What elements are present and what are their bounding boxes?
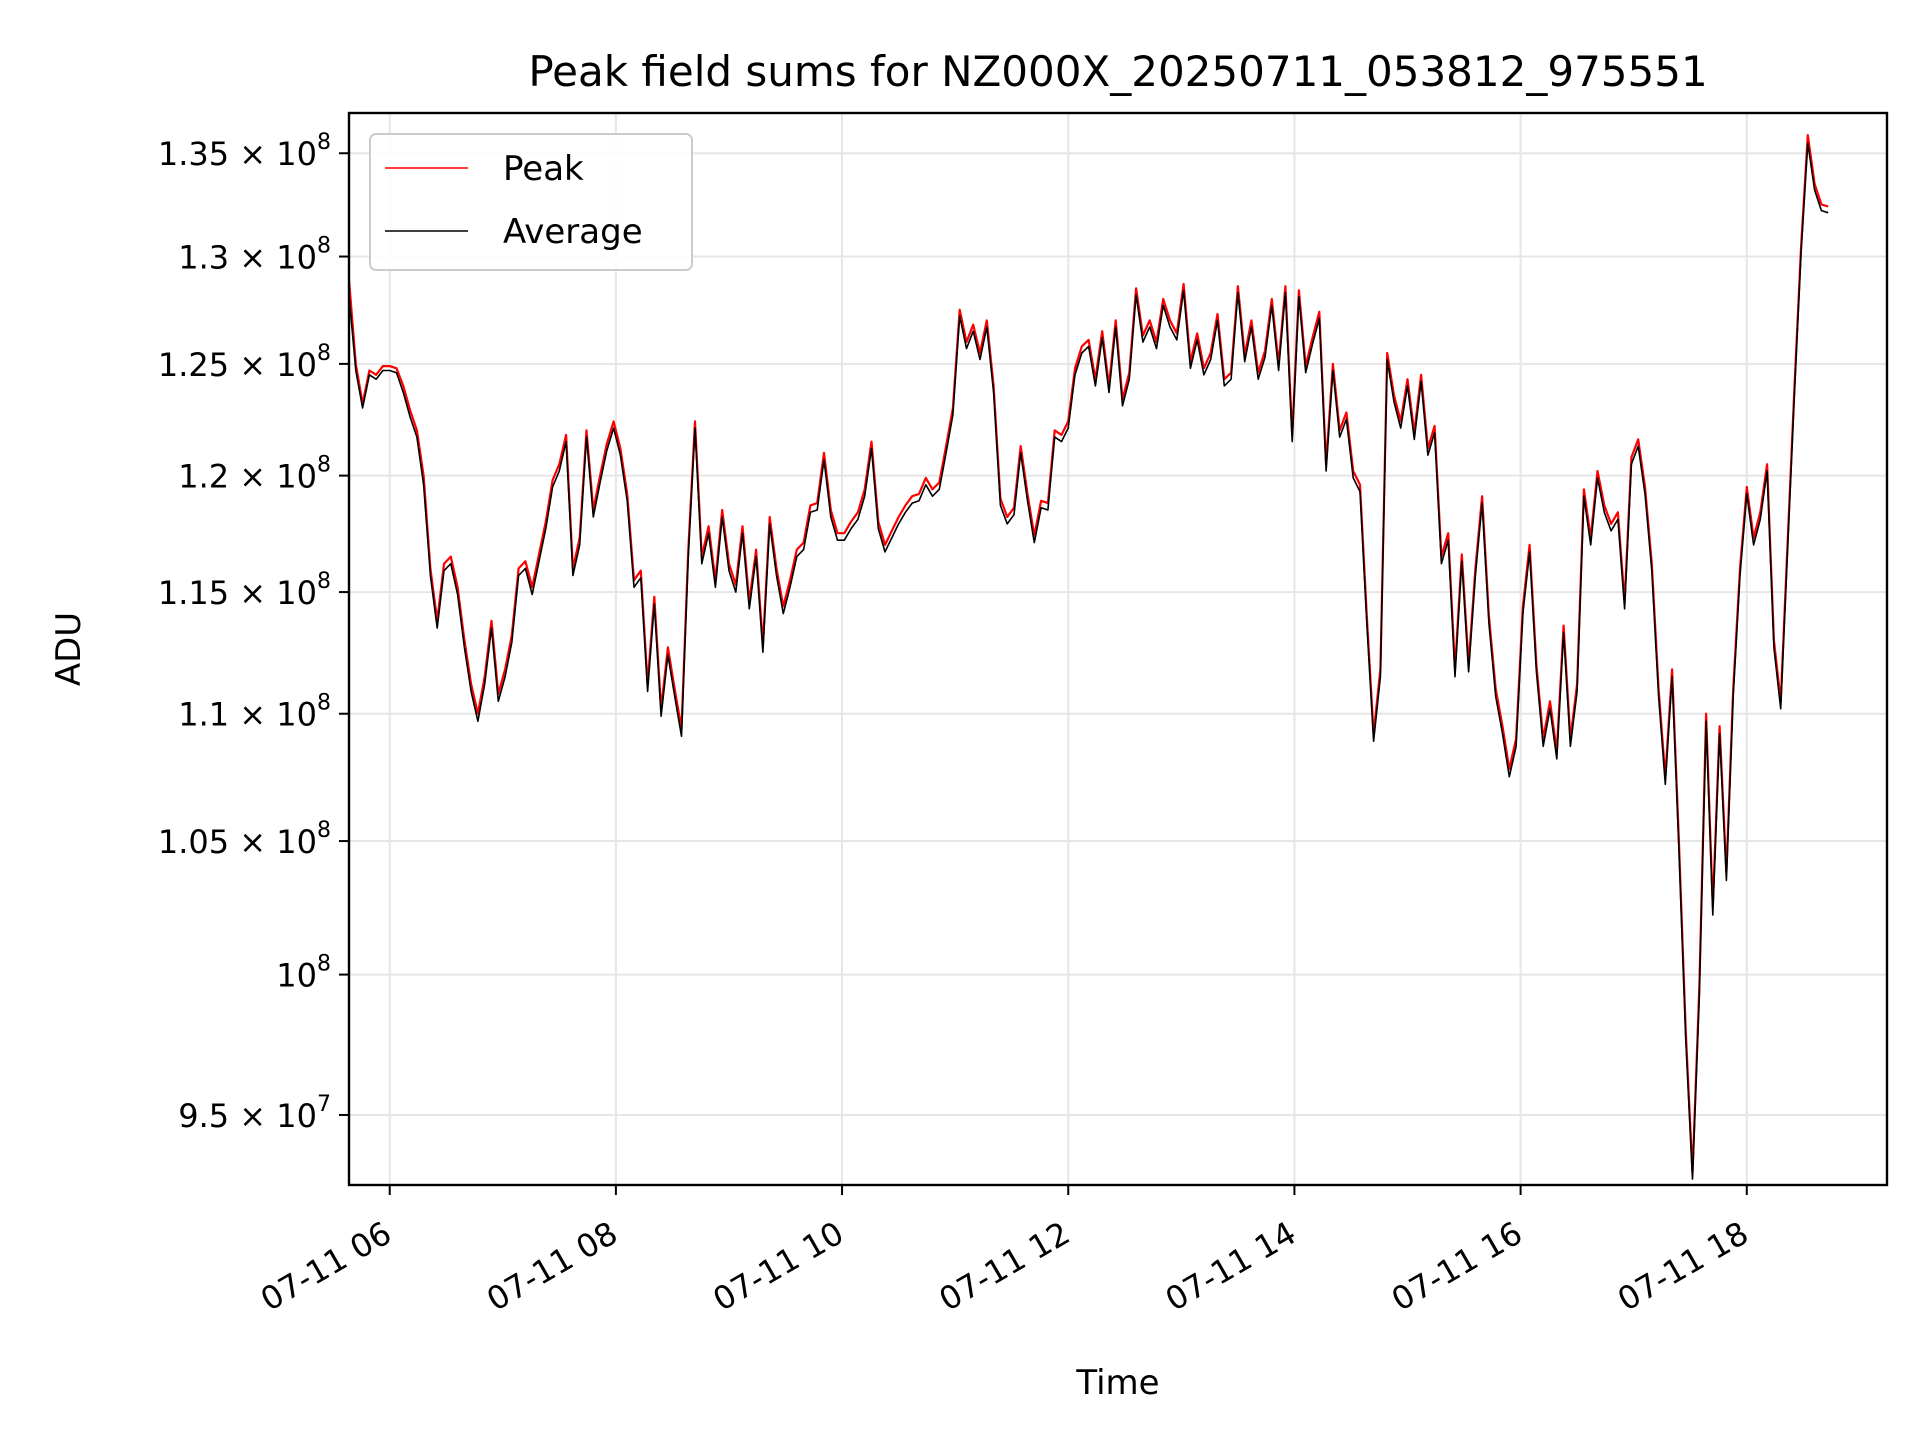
y-tick-label: 1.1 × 108 (178, 691, 331, 734)
grid (349, 113, 1887, 1185)
legend-label-average: Average (503, 212, 643, 252)
y-axis-label: ADU (49, 612, 89, 686)
plot-frame (347, 111, 1889, 1187)
series-lines (347, 134, 1829, 1180)
y-tick-label: 108 (276, 952, 331, 995)
legend-label-peak: Peak (503, 149, 584, 189)
y-tick-label: 1.05 × 108 (158, 818, 331, 861)
y-tick-label: 1.15 × 108 (158, 569, 331, 612)
y-tick-label: 9.5 × 107 (178, 1092, 331, 1135)
x-axis-label: Time (1075, 1363, 1159, 1403)
legend: Peak Average (369, 133, 693, 271)
y-tick-label: 1.2 × 108 (178, 453, 331, 496)
y-tick-label: 1.3 × 108 (178, 234, 331, 277)
y-tick-label: 1.25 × 108 (158, 341, 331, 384)
chart-title: Peak field sums for NZ000X_20250711_0538… (528, 47, 1707, 96)
y-tick-label: 1.35 × 108 (158, 130, 331, 173)
series-line-average (348, 142, 1829, 1180)
